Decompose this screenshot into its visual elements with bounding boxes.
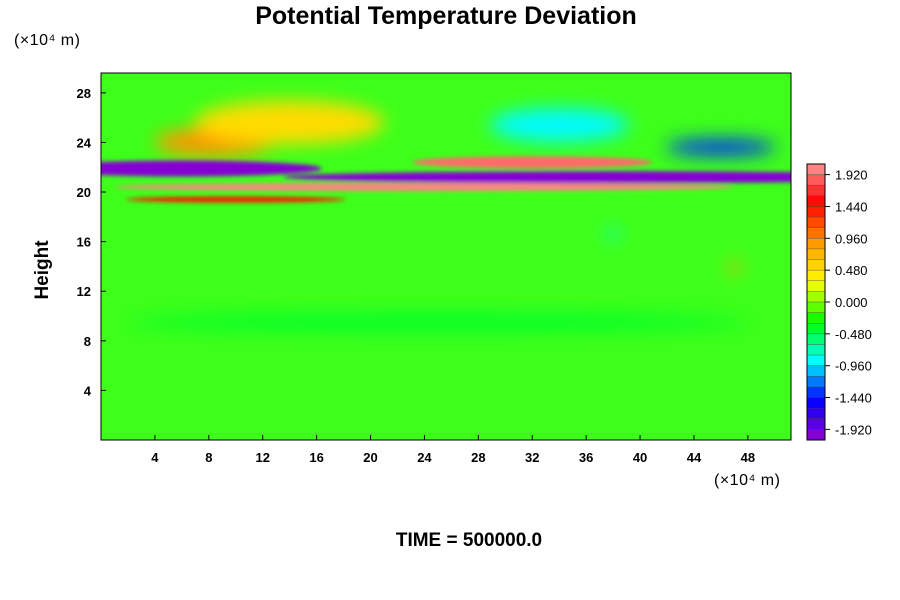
colorbar-band [807,280,825,292]
colorbar-band [807,217,825,228]
colorbar-band [807,164,825,175]
time-label: TIME = 500000.0 [395,530,543,551]
plot-frame [100,72,792,441]
colorbar-band [807,333,825,345]
colorbar-tick-label: 1.440 [835,199,868,214]
heatmap-feature [728,261,741,274]
colorbar-band [807,206,825,218]
heatmap-field [101,100,791,332]
colorbar-band [807,195,825,207]
heatmap-feature [489,108,630,143]
colorbar-band [807,397,825,409]
y-tick-label: 4 [84,383,92,398]
chart-title: Potential Temperature Deviation [255,2,637,30]
heatmap-feature [114,183,735,192]
colorbar-tick-label: -0.480 [835,327,872,342]
colorbar-tick-label: 0.000 [835,295,868,310]
y-tick-label: 24 [77,135,92,150]
x-tick-label: 20 [363,450,377,465]
y-tick-label: 12 [77,284,91,299]
x-tick-label: 16 [309,450,323,465]
colorbar-band [807,291,825,303]
colorbar-band [807,386,825,398]
colorbar-band [807,185,825,197]
x-tick-label: 24 [417,450,432,465]
x-tick-label: 28 [471,450,485,465]
colorbar-band [807,323,825,335]
colorbar-band [807,376,825,388]
colorbar-band [807,429,825,441]
x-axis-unit: (×10⁴ m) [714,472,781,489]
x-tick-label: 4 [151,450,159,465]
colorbar-band [807,238,825,250]
heatmap-feature [283,171,791,184]
colorbar-band [807,248,825,260]
y-axis: 4 8 12 16 20 24 28 [77,86,106,398]
x-tick-label: 32 [525,450,539,465]
y-tick-label: 20 [77,185,91,200]
colorbar-band [807,365,825,377]
colorbar-band [807,302,825,313]
y-tick-label: 8 [84,334,91,349]
colorbar-tick-label: -0.960 [835,359,872,374]
x-tick-label: 8 [205,450,212,465]
colorbar-tick-label: 0.960 [835,231,868,246]
colorbar-band [807,355,825,366]
colorbar-band [807,270,825,282]
colorbar-band [807,344,825,356]
x-tick-label: 36 [579,450,593,465]
heatmap-feature [125,196,346,203]
heatmap-feature [665,139,776,156]
colorbar-band [807,174,825,186]
colorbar: 1.920 1.440 0.960 0.480 0.000 -0.480 -0.960 -1.… [806,163,872,441]
heatmap-feature [101,160,322,177]
colorbar-tick-label: -1.920 [835,422,872,437]
colorbar-band [807,312,825,324]
colorbar-band [807,408,825,420]
colorbar-tick-label: 1.920 [835,168,868,183]
x-tick-label: 40 [633,450,647,465]
y-axis-unit: (×10⁴ m) [14,32,81,49]
y-tick-label: 28 [77,86,91,101]
heatmap-feature [194,100,385,145]
x-tick-label: 44 [687,450,702,465]
x-tick-label: 48 [741,450,755,465]
y-tick-label: 16 [77,235,91,250]
heatmap-feature [412,156,653,169]
x-axis: 4 8 12 16 20 24 28 32 36 40 44 48 [151,435,755,465]
colorbar-tick-label: 0.480 [835,263,868,278]
colorbar-band [807,259,825,271]
x-tick-label: 12 [255,450,269,465]
colorbar-band [807,418,825,430]
heatmap-feature [605,230,622,239]
heatmap-feature [127,313,748,332]
colorbar-band [807,227,825,239]
colorbar-tick-label: -1.440 [835,391,872,406]
